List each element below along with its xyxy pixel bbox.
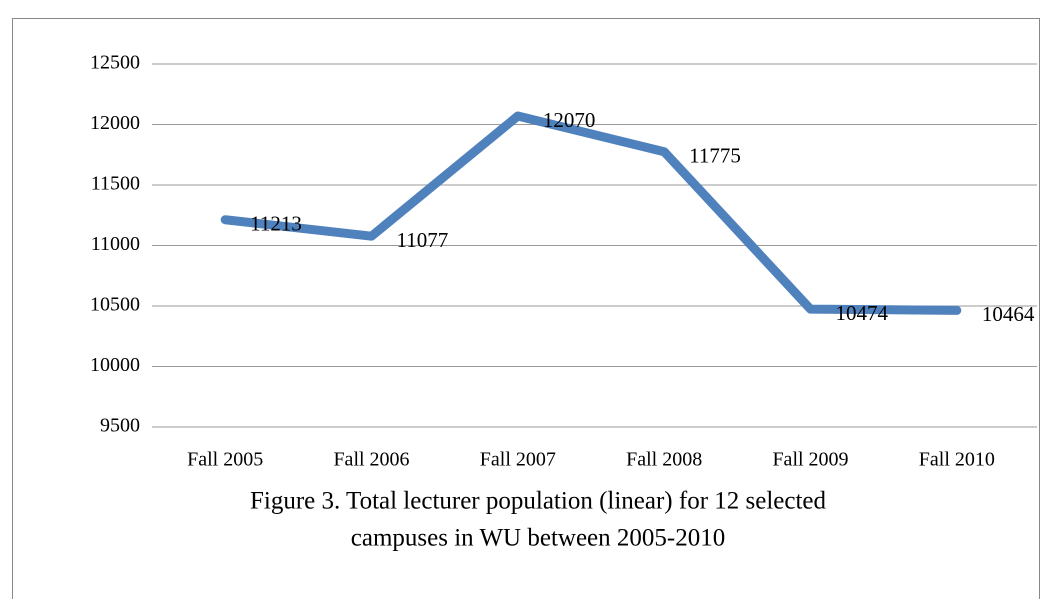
y-tick-label: 11500 [91,173,140,195]
x-tick-label: Fall 2008 [626,449,702,471]
data-label: 12070 [543,108,596,132]
y-tick-label: 12500 [90,52,140,74]
x-tick-label: Fall 2009 [772,449,848,471]
data-label: 11077 [397,228,449,252]
chart-title: campuses in WU between 2005-2010 [351,525,725,552]
data-label: 10474 [836,301,889,325]
y-tick-label: 11000 [91,233,140,255]
data-label: 11213 [250,212,302,236]
data-label: 10464 [982,302,1035,326]
y-tick-label: 10000 [90,354,140,376]
x-tick-label: Fall 2006 [333,449,409,471]
data-line [220,111,962,315]
x-tick-label: Fall 2007 [480,449,556,471]
chart-title: Figure 3. Total lecturer population (lin… [250,488,827,515]
y-tick-label: 9500 [100,415,140,437]
data-label: 11775 [689,144,741,168]
y-tick-label: 10500 [90,294,140,316]
x-tick-label: Fall 2010 [919,449,995,471]
x-tick-label: Fall 2005 [187,449,263,471]
y-tick-label: 12000 [90,112,140,134]
